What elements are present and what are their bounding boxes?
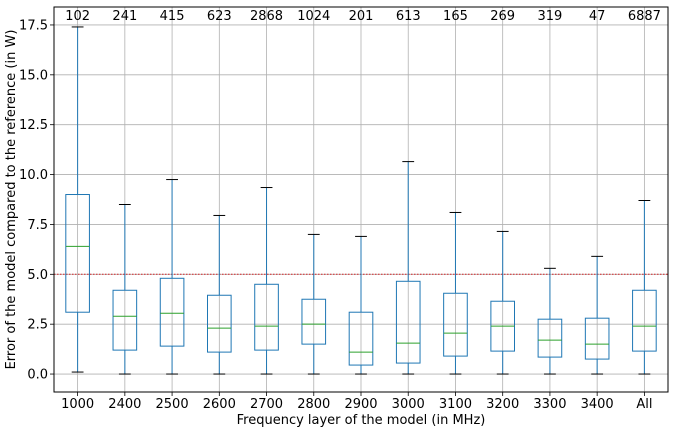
x-tick-label-3000: 3000 — [392, 397, 425, 412]
count-label-2800: 1024 — [297, 9, 330, 24]
box-body — [65, 194, 90, 313]
y-tick-label: 10.0 — [19, 168, 48, 183]
x-tick-label-3200: 3200 — [486, 397, 519, 412]
x-tick-label-2700: 2700 — [250, 397, 283, 412]
count-label-2700: 2868 — [250, 9, 283, 24]
box-body — [395, 280, 421, 364]
count-label-3400: 47 — [589, 9, 606, 24]
box-body — [348, 311, 374, 366]
x-axis-label: Frequency layer of the model (in MHz) — [237, 413, 486, 428]
grid-lines — [54, 7, 668, 392]
count-label-3000: 613 — [396, 9, 421, 24]
count-labels: 102 241 415 623 2868 1024 201 613 165 269 319 47 688… — [65, 9, 661, 24]
box-3100 — [443, 211, 468, 375]
y-tick-label: 0.0 — [27, 368, 48, 383]
box-3000 — [395, 161, 421, 375]
y-tick-label: 12.5 — [19, 118, 48, 133]
count-label-2500: 415 — [160, 9, 185, 24]
y-tick-label: 17.5 — [19, 18, 48, 33]
count-label-All: 6887 — [628, 9, 661, 24]
box-body — [584, 317, 610, 360]
box-1000 — [65, 26, 90, 373]
box-body — [112, 289, 138, 351]
box-2400 — [112, 203, 138, 375]
count-label-3100: 165 — [443, 9, 468, 24]
box-3300 — [537, 267, 563, 375]
box-body — [443, 292, 468, 357]
y-tick-labels: 0.0 2.5 5.0 7.5 10.0 12.5 15.0 17.5 — [19, 18, 54, 383]
box-2600 — [207, 214, 232, 375]
count-label-2900: 201 — [349, 9, 374, 24]
box-2900 — [348, 235, 374, 375]
x-tick-label-3300: 3300 — [533, 397, 566, 412]
box-body — [207, 294, 232, 353]
box-2800 — [301, 233, 327, 375]
box-2500 — [159, 179, 185, 375]
count-label-1000: 102 — [65, 9, 90, 24]
y-tick-label: 5.0 — [27, 268, 48, 283]
y-tick-label: 2.5 — [27, 318, 48, 333]
x-tick-label-All: All — [636, 397, 652, 412]
box-body — [254, 283, 279, 351]
count-label-2600: 623 — [207, 9, 232, 24]
x-tick-labels: 1000 2400 2500 2600 2700 2800 2900 3000 3100 3200… — [61, 392, 652, 412]
count-label-3200: 269 — [490, 9, 515, 24]
count-label-2400: 241 — [112, 9, 137, 24]
box-3400 — [584, 255, 610, 375]
x-tick-label-2600: 2600 — [203, 397, 236, 412]
count-label-3300: 319 — [538, 9, 563, 24]
box-2700 — [254, 187, 279, 375]
box-body — [159, 277, 185, 347]
x-tick-label-2500: 2500 — [156, 397, 189, 412]
box-3200 — [490, 230, 515, 375]
box-All — [632, 199, 657, 375]
y-tick-label: 15.0 — [19, 68, 48, 83]
box-body — [301, 298, 327, 345]
y-tick-label: 7.5 — [27, 218, 48, 233]
box-body — [537, 318, 563, 358]
x-tick-label-3100: 3100 — [439, 397, 472, 412]
box-body — [632, 289, 657, 352]
x-tick-label-1000: 1000 — [61, 397, 94, 412]
y-axis-label: Error of the model compared to the refer… — [4, 30, 19, 370]
x-tick-label-3400: 3400 — [581, 397, 614, 412]
x-tick-label-2800: 2800 — [297, 397, 330, 412]
x-tick-label-2900: 2900 — [344, 397, 377, 412]
boxes-group — [65, 26, 657, 375]
x-tick-label-2400: 2400 — [108, 397, 141, 412]
